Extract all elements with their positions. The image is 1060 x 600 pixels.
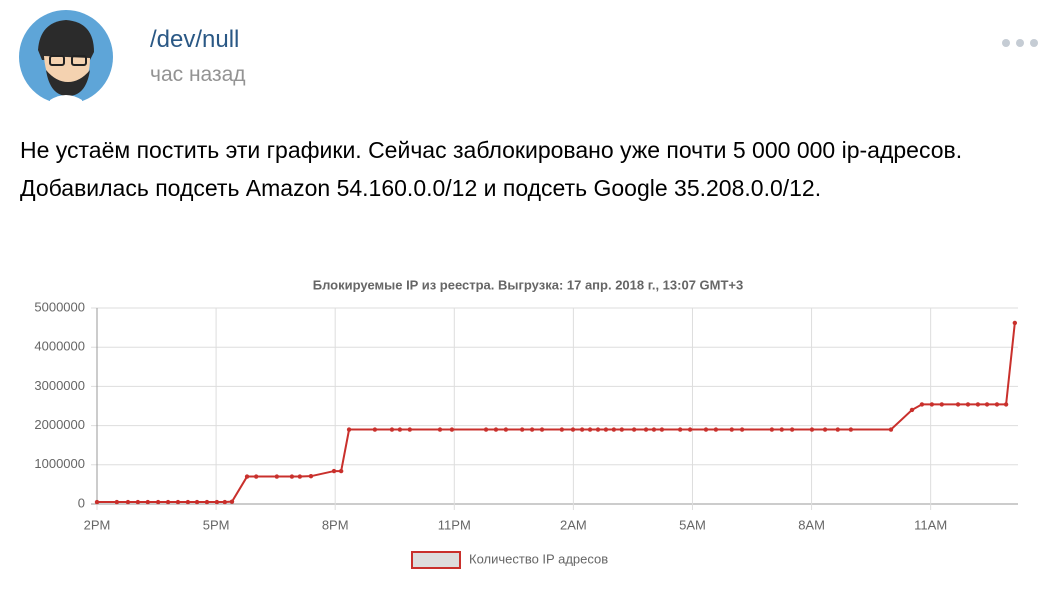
data-point <box>125 499 131 505</box>
post-time[interactable]: час назад <box>150 63 246 86</box>
data-point <box>559 427 565 432</box>
x-tick-label: 5AM <box>679 517 706 532</box>
data-point <box>372 427 378 432</box>
data-point <box>253 474 259 479</box>
data-point <box>677 427 683 432</box>
x-tick-label: 8AM <box>798 517 825 532</box>
data-point <box>214 499 220 505</box>
data-point <box>529 427 535 432</box>
data-point <box>789 427 795 432</box>
legend-swatch <box>411 551 461 569</box>
data-point <box>739 427 745 432</box>
data-point <box>687 427 693 432</box>
data-point <box>244 474 250 479</box>
y-tick-label: 1000000 <box>34 456 85 471</box>
data-point <box>631 427 637 432</box>
data-point <box>331 468 337 474</box>
data-point <box>1003 402 1009 407</box>
x-tick-label: 2AM <box>560 517 587 532</box>
data-point <box>437 427 443 432</box>
data-point <box>519 427 525 432</box>
data-point <box>1012 320 1018 326</box>
data-point <box>94 499 100 505</box>
data-point <box>909 407 915 413</box>
data-point <box>603 427 609 432</box>
x-tick-label: 2PM <box>84 517 111 532</box>
data-point <box>175 499 181 505</box>
data-point <box>135 499 141 505</box>
data-point <box>493 427 499 432</box>
data-point <box>297 474 303 479</box>
data-point <box>114 499 120 505</box>
data-point <box>346 427 352 432</box>
data-point <box>848 427 854 432</box>
data-point <box>587 427 593 432</box>
data-point <box>539 427 545 432</box>
data-point <box>955 402 961 407</box>
data-point <box>308 473 314 479</box>
data-point <box>809 427 815 432</box>
data-point <box>835 427 840 432</box>
data-point <box>397 427 403 432</box>
data-point <box>204 499 210 505</box>
post-text: Не устаём постить эти графики. Сейчас за… <box>20 137 963 201</box>
data-point <box>570 427 576 432</box>
data-point <box>407 427 413 432</box>
y-tick-label: 0 <box>78 495 85 510</box>
data-point <box>611 427 617 432</box>
data-point <box>503 427 509 432</box>
data-point <box>595 427 601 432</box>
x-tick-label: 11PM <box>438 517 471 532</box>
data-point <box>651 427 657 432</box>
data-point <box>185 499 191 505</box>
x-tick-label: 8PM <box>322 517 349 532</box>
data-point <box>729 427 734 432</box>
y-tick-label: 4000000 <box>34 339 85 354</box>
y-tick-label: 5000000 <box>34 299 85 314</box>
data-point <box>975 402 981 407</box>
data-point <box>155 499 161 505</box>
data-point <box>222 499 228 505</box>
data-point <box>165 499 171 505</box>
author[interactable]: /dev/null <box>150 26 240 53</box>
data-point <box>194 499 200 505</box>
data-point <box>919 402 925 407</box>
chart-title: Блокируемые IP из реестра. Выгрузка: 17 … <box>313 277 744 292</box>
data-point <box>389 427 395 432</box>
y-tick-label: 3000000 <box>34 378 85 393</box>
data-point <box>289 474 295 479</box>
avatar[interactable] <box>19 10 113 104</box>
data-point <box>643 427 649 432</box>
menu-dots[interactable] <box>1002 39 1038 47</box>
data-point <box>929 402 935 407</box>
x-tick-label: 11AM <box>914 517 947 532</box>
x-tick-label: 5PM <box>203 517 230 532</box>
data-line <box>97 322 1016 504</box>
data-point <box>274 474 280 479</box>
data-point <box>994 402 1000 407</box>
data-point <box>888 427 894 432</box>
data-point <box>713 427 719 432</box>
data-point <box>483 427 489 432</box>
legend-label: Количество IP адресов <box>469 551 608 566</box>
data-point <box>779 427 784 432</box>
data-point <box>145 499 151 505</box>
data-point <box>984 402 990 407</box>
data-point <box>449 427 455 432</box>
data-point <box>659 427 665 432</box>
y-tick-label: 2000000 <box>34 417 85 432</box>
data-point <box>769 427 775 432</box>
data-point <box>229 499 235 504</box>
data-point <box>939 402 944 407</box>
data-point <box>579 427 585 432</box>
data-point <box>338 468 344 474</box>
data-point <box>619 427 625 432</box>
data-point <box>965 402 971 407</box>
data-point <box>822 427 828 432</box>
data-point <box>703 427 709 432</box>
